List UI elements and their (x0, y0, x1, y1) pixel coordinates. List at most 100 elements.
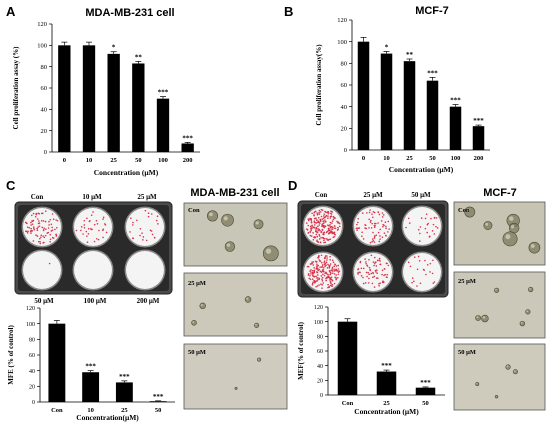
y-tick-label-a-0: 0 (44, 149, 47, 156)
colony-dot-d-4 (362, 267, 365, 270)
colony-dot-d-4 (379, 263, 381, 266)
colony-dot-d-3 (312, 264, 315, 266)
bar-b-2 (403, 61, 416, 150)
colony-dot-d-0 (321, 223, 324, 225)
micro-label-d-0: Con (458, 207, 470, 214)
colony-dot-d-3 (326, 257, 328, 259)
colony-dot-d-3 (324, 255, 327, 257)
micro-label-d-2: 50 μM (458, 349, 476, 356)
colony-dot-d-0 (315, 229, 317, 231)
colony-dot-d-3 (326, 259, 328, 261)
x-tick-label-a-2: 25 (110, 157, 117, 164)
spheroid-highlight-d2-1 (506, 365, 509, 368)
colony-dot-c-0 (49, 238, 52, 241)
colony-dot-d-2 (407, 217, 410, 220)
colony-dot-d-1 (372, 231, 374, 234)
colony-dot-d-0 (329, 221, 332, 224)
colony-dot-d-2 (420, 217, 423, 219)
y-axis-label-b: Cell proliferation assay(%) (315, 44, 323, 126)
colony-dot-c-0 (25, 230, 27, 233)
colony-dot-d-3 (330, 276, 333, 278)
micro-label-c-2: 50 μM (188, 349, 206, 356)
colony-dot-d-3 (308, 277, 311, 280)
spheroid-highlight-d0-3 (505, 234, 511, 240)
y-tick-label-c-4: 80 (29, 338, 35, 344)
colony-dot-c-0 (48, 224, 50, 226)
y-tick-label-a-1: 20 (41, 128, 48, 135)
colony-dot-d-4 (365, 262, 367, 265)
spheroid-d0-5 (508, 222, 520, 234)
colony-dot-d-5 (423, 269, 426, 271)
colony-dot-d-3 (307, 273, 310, 275)
colony-dot-d-4 (372, 271, 374, 274)
colony-dot-d-3 (319, 260, 322, 262)
colony-dot-c-1 (90, 214, 93, 216)
colony-dot-d-3 (330, 269, 333, 272)
colony-dot-d-0 (327, 227, 330, 230)
x-tick-label-c-0: Con (51, 407, 63, 414)
colony-dot-d-0 (314, 210, 317, 213)
colony-dot-d-3 (321, 278, 323, 280)
colony-dot-d-1 (377, 231, 380, 234)
colony-dot-c-0 (44, 234, 47, 237)
colony-dot-d-0 (324, 221, 326, 223)
y-tick-label-a-5: 100 (37, 43, 47, 50)
colony-dot-d-3 (315, 265, 318, 268)
colony-dot-d-2 (436, 227, 439, 229)
colony-dot-d-0 (329, 215, 332, 218)
colony-dot-c-0 (47, 227, 50, 229)
x-axis-label-d: Concentration (μM) (354, 407, 419, 416)
colony-dot-c-0 (33, 228, 36, 231)
micrograph-d-con (453, 201, 546, 266)
spheroid-d2-2 (512, 369, 518, 375)
colony-dot-d-3 (323, 260, 326, 263)
colony-dot-d-3 (331, 279, 334, 282)
colony-dot-d-1 (355, 227, 358, 230)
colony-dot-d-3 (322, 282, 325, 284)
colony-dot-d-0 (329, 212, 332, 215)
colony-dot-d-5 (433, 281, 436, 283)
spheroid-d0-3 (502, 231, 518, 247)
colony-dot-c-0 (39, 240, 41, 243)
x-tick-label-c-2: 25 (121, 407, 128, 414)
colony-dot-d-3 (337, 273, 340, 276)
bar-a-5 (181, 143, 194, 152)
colony-dot-c-2 (155, 219, 158, 222)
colony-dot-d-5 (432, 259, 434, 262)
spheroid-highlight-c2-1 (235, 387, 237, 389)
colony-dot-c-2 (136, 219, 138, 222)
y-tick-label-a-3: 60 (41, 85, 48, 92)
colony-dot-d-3 (322, 267, 325, 269)
colony-dot-d-0 (315, 217, 317, 219)
y-tick-label-b-6: 120 (337, 17, 347, 24)
colony-dot-d-4 (386, 262, 388, 265)
bar-b-4 (449, 106, 462, 150)
colony-dot-c-1 (86, 217, 88, 220)
colony-dot-d-0 (324, 210, 326, 213)
colony-dot-c-0 (40, 212, 43, 215)
colony-dot-d-4 (376, 269, 378, 271)
colony-dot-d-5 (418, 259, 421, 262)
colony-dot-d-1 (387, 231, 389, 233)
colony-dot-c-1 (93, 240, 96, 243)
colony-dot-c-1 (98, 229, 100, 232)
colony-dot-c-0 (44, 210, 47, 212)
colony-dot-d-1 (379, 228, 382, 231)
colony-dot-d-0 (315, 233, 318, 236)
colony-dot-d-4 (376, 272, 378, 275)
colony-dot-c-2 (132, 224, 134, 226)
micrograph-c-50 (183, 343, 288, 410)
colony-dot-d-1 (375, 234, 378, 237)
colony-dot-d-1 (385, 227, 387, 230)
colony-dot-d-0 (321, 224, 323, 227)
colony-dot-d-5 (426, 264, 429, 266)
colony-dot-c-0 (55, 219, 57, 221)
colony-dot-c-1 (97, 238, 100, 241)
image-title-d: MCF-7 (483, 187, 517, 199)
colony-dot-d-4 (374, 269, 377, 272)
colony-dot-d-3 (316, 280, 318, 282)
colony-dot-d-3 (329, 281, 332, 284)
colony-dot-d-4 (381, 269, 384, 272)
colony-dot-d-4 (373, 275, 376, 278)
